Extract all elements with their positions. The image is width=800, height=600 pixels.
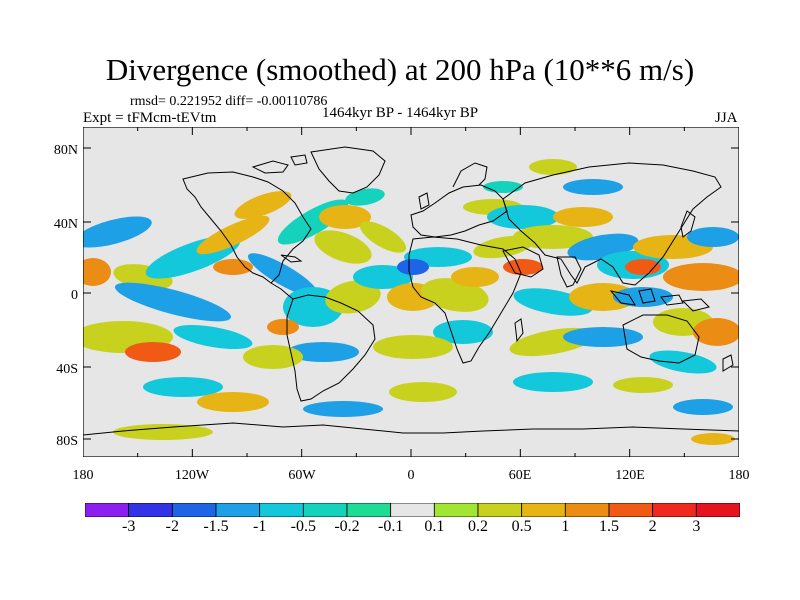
divergence-region	[563, 327, 643, 347]
divergence-region	[114, 282, 232, 322]
colorbar-label: -1.5	[203, 518, 229, 535]
lat-label-80n: 80N	[53, 143, 78, 158]
divergence-region	[389, 382, 457, 402]
lon-label-180w: 180	[72, 468, 94, 483]
divergence-region	[267, 319, 299, 335]
divergence-region	[553, 207, 613, 227]
divergence-region	[663, 263, 739, 291]
lon-label-60w: 60W	[288, 468, 316, 483]
colorbar	[85, 503, 740, 517]
colorbar-label: 1.5	[599, 518, 619, 535]
colorbar-box	[128, 503, 173, 517]
colorbar-label: 0.1	[424, 518, 445, 535]
divergence-region	[196, 215, 270, 255]
divergence-region	[373, 335, 453, 359]
divergence-region	[691, 433, 735, 445]
divergence-region	[451, 267, 499, 287]
lon-label-120w: 120W	[174, 468, 210, 483]
colorbar-label: 0.5	[511, 518, 532, 535]
colorbar-label: 0.2	[468, 518, 488, 535]
colorbar-box	[390, 503, 435, 517]
divergence-region	[243, 345, 303, 369]
coastlines	[83, 146, 739, 436]
divergence-region	[693, 318, 739, 346]
period-label: 1464kyr BP - 1464kyr BP	[322, 105, 479, 121]
divergence-region	[649, 350, 717, 374]
divergence-region	[483, 181, 523, 193]
divergence-region	[513, 372, 593, 392]
divergence-region	[303, 401, 383, 417]
divergence-region	[319, 205, 371, 229]
colorbar-label: 2	[648, 518, 657, 535]
divergence-region	[173, 324, 253, 350]
divergence-region	[563, 179, 623, 195]
divergence-region	[529, 159, 577, 175]
season-label: JJA	[715, 110, 738, 126]
colorbar-box	[259, 503, 304, 517]
divergence-region	[613, 287, 673, 307]
colorbar-label: -2	[165, 518, 179, 535]
colorbar-box	[85, 503, 130, 517]
divergence-region	[625, 259, 661, 275]
colorbar-box	[564, 503, 610, 517]
lon-label-120e: 120E	[615, 468, 645, 483]
colorbar-box	[215, 503, 261, 517]
divergence-region	[397, 259, 429, 275]
colorbar-label: -0.5	[290, 518, 316, 535]
colorbar-box	[346, 503, 392, 517]
divergence-region	[287, 342, 359, 362]
divergence-region	[503, 259, 543, 275]
lat-label-40s: 40S	[56, 362, 78, 377]
lon-label-0: 0	[407, 468, 415, 483]
divergence-region	[83, 216, 152, 248]
colorbar-label: -0.1	[377, 518, 404, 535]
colorbar-box	[171, 503, 217, 517]
divergence-region	[248, 253, 318, 297]
divergence-region	[113, 424, 213, 440]
divergence-region	[345, 188, 385, 206]
divergence-region	[197, 392, 269, 412]
divergence-region	[314, 230, 372, 264]
plot-title: Divergence (smoothed) at 200 hPa (10**6 …	[105, 52, 695, 87]
colorbar-box	[695, 503, 740, 517]
divergence-region	[613, 377, 673, 393]
experiment-label: Expt = tFMcm-tEVtm	[83, 110, 217, 126]
divergence-region	[353, 265, 413, 289]
lon-label-180e: 180	[728, 468, 750, 483]
divergence-map	[83, 127, 739, 457]
divergence-region	[213, 259, 253, 275]
stats-line: rmsd= 0.221952 diff= -0.00110786	[130, 94, 328, 109]
colorbar-box	[608, 503, 654, 517]
colorbar-box	[477, 503, 523, 517]
colorbar-box	[433, 503, 479, 517]
lon-label-60e: 60E	[508, 468, 532, 483]
colorbar-box	[652, 503, 697, 517]
divergence-region	[673, 399, 733, 415]
divergence-region	[433, 320, 493, 344]
colorbar-label: 3	[692, 518, 701, 535]
divergence-region	[359, 221, 407, 253]
colorbar-label: 1	[561, 518, 570, 535]
colorbar-label: -1	[252, 518, 267, 535]
lat-label-eq: 0	[71, 288, 78, 303]
divergence-region	[687, 227, 739, 247]
axis-ticks	[83, 127, 739, 457]
colorbar-box	[302, 503, 348, 517]
colorbar-label: -0.2	[334, 518, 360, 535]
divergence-region	[143, 377, 223, 397]
colorbar-box	[521, 503, 566, 517]
divergence-region	[234, 191, 292, 219]
divergence-region	[125, 342, 181, 362]
divergence-contours	[83, 159, 739, 445]
divergence-region	[513, 225, 593, 249]
divergence-region	[569, 283, 637, 311]
divergence-region	[83, 258, 111, 286]
lat-label-80s: 80S	[56, 434, 78, 449]
divergence-region	[487, 205, 559, 229]
divergence-region	[325, 280, 381, 314]
lat-label-40n: 40N	[53, 217, 78, 232]
colorbar-label: -3	[121, 518, 136, 535]
